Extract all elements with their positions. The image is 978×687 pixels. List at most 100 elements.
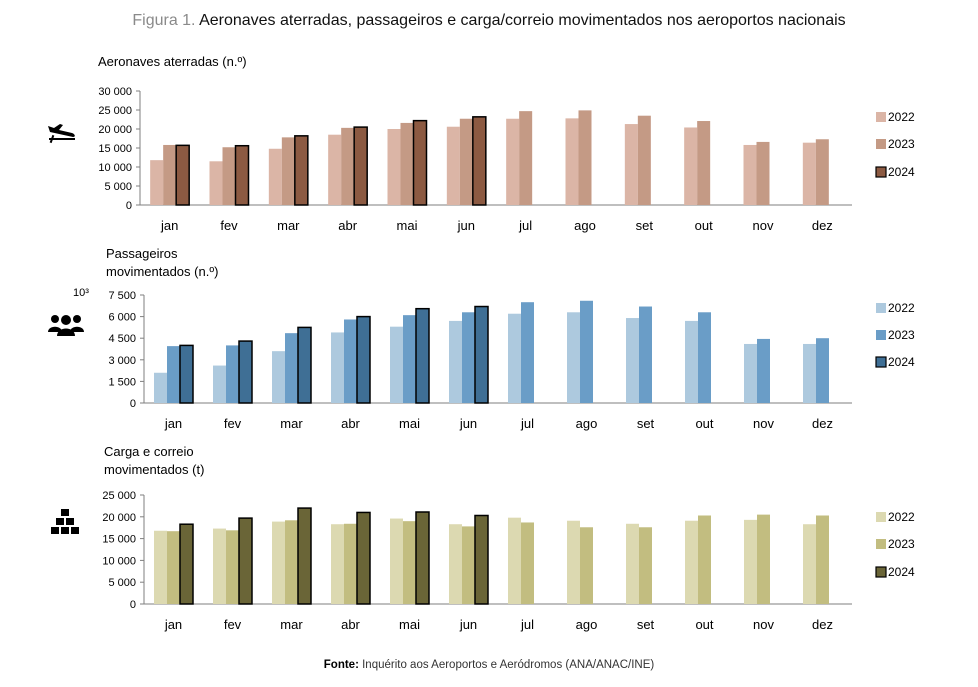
y-tick-label: 20 000 xyxy=(98,124,132,136)
bar-2022-nov xyxy=(743,144,757,205)
x-tick-label: ago xyxy=(574,218,596,233)
bar-2022-jun xyxy=(449,320,462,403)
bar-2023-jul xyxy=(519,111,533,205)
bar-2022-fev xyxy=(213,528,226,604)
bar-2022-fev xyxy=(209,161,223,205)
x-tick-label: jul xyxy=(520,617,534,632)
legend-label: 2023 xyxy=(888,137,915,151)
x-tick-label: jun xyxy=(459,416,477,431)
bar-2022-mar xyxy=(272,521,285,604)
bar-2022-nov xyxy=(744,343,757,403)
bar-2023-jun xyxy=(462,312,475,403)
source-note: Fonte: Inquérito aos Aeroportos e Aeródr… xyxy=(0,659,978,671)
panel-cargo: Carga e correio movimentados (t) 0 5 000 10 … xyxy=(102,444,915,632)
x-tick-label: jan xyxy=(164,617,182,632)
bar-2023-ago xyxy=(578,110,592,205)
legend-label: 2023 xyxy=(888,537,915,551)
bar-2022-dez xyxy=(802,142,816,205)
y-tick-label: 0 xyxy=(130,398,136,410)
legend-label: 2024 xyxy=(888,165,915,179)
x-tick-label: ago xyxy=(576,617,598,632)
legend-swatch-2022 xyxy=(876,303,886,313)
bar-2023-jun xyxy=(462,526,475,604)
bar-2023-mai xyxy=(403,315,416,403)
x-tick-label: mai xyxy=(399,416,420,431)
x-tick-label: jan xyxy=(160,218,178,233)
bar-2023-out xyxy=(697,121,711,205)
legend-swatch-2023 xyxy=(876,139,886,149)
bar-2023-fev xyxy=(226,530,239,604)
x-tick-label: dez xyxy=(812,218,833,233)
legend-swatch-2022 xyxy=(876,512,886,522)
x-tick-label: out xyxy=(695,218,713,233)
bar-2023-out xyxy=(698,312,711,403)
y-tick-label: 5 000 xyxy=(104,181,132,193)
legend-label: 2023 xyxy=(888,328,915,342)
bar-2023-jul xyxy=(521,302,534,403)
bar-2023-nov xyxy=(757,514,770,604)
chart-title-line: movimentados (n.º) xyxy=(106,264,218,279)
y-tick-label: 30 000 xyxy=(98,86,132,98)
bar-2023-nov xyxy=(757,338,770,403)
bar-2023-mai xyxy=(403,521,416,604)
x-tick-label: jan xyxy=(164,416,182,431)
bar-2023-dez xyxy=(816,338,829,403)
x-tick-label: fev xyxy=(224,416,242,431)
x-tick-label: jul xyxy=(520,416,534,431)
bar-2022-fev xyxy=(213,365,226,403)
x-tick-label: jun xyxy=(457,218,475,233)
legend-swatch-2023 xyxy=(876,539,886,549)
bar-2022-ago xyxy=(565,118,579,205)
x-tick-label: mar xyxy=(280,617,303,632)
x-tick-label: nov xyxy=(753,416,774,431)
bar-2024-abr xyxy=(356,315,371,404)
bar-2023-ago xyxy=(580,527,593,604)
bar-2024-fev xyxy=(238,340,253,404)
figure-label: Figura 1. xyxy=(132,12,196,29)
y-tick-label: 4 500 xyxy=(108,333,136,345)
bar-2022-set xyxy=(626,523,639,604)
chart-title-line: Carga e correio xyxy=(104,444,194,459)
bar-2023-mai xyxy=(400,122,414,205)
chart-title-line: Passageiros xyxy=(106,246,178,261)
bar-2023-nov xyxy=(756,141,770,205)
x-tick-label: nov xyxy=(753,617,774,632)
bar-2022-ago xyxy=(567,520,580,604)
bar-2024-fev xyxy=(234,144,250,206)
bar-2023-out xyxy=(698,515,711,604)
bar-2022-ago xyxy=(567,312,580,403)
x-tick-label: dez xyxy=(812,416,833,431)
bar-2024-mai xyxy=(415,511,430,605)
x-tick-label: jul xyxy=(518,218,532,233)
bar-2023-set xyxy=(639,527,652,604)
bar-2023-jan xyxy=(163,144,177,205)
bar-2023-jul xyxy=(521,522,534,604)
legend-swatch-2024 xyxy=(875,166,887,178)
bar-2023-abr xyxy=(344,523,357,604)
bar-2023-jan xyxy=(167,531,180,604)
bar-2022-jan xyxy=(154,530,167,604)
bar-2022-jan xyxy=(154,372,167,403)
legend-swatch-2024 xyxy=(875,356,887,368)
legend-label: 2024 xyxy=(888,565,915,579)
x-tick-label: set xyxy=(636,218,654,233)
y-tick-label: 15 000 xyxy=(102,534,136,546)
bar-2023-mar xyxy=(281,137,295,205)
bar-2023-abr xyxy=(344,319,357,403)
bar-2023-dez xyxy=(815,139,829,205)
x-tick-label: nov xyxy=(753,218,774,233)
bar-2023-ago xyxy=(580,300,593,403)
legend-label: 2022 xyxy=(888,110,915,124)
x-tick-label: mai xyxy=(397,218,418,233)
x-tick-label: jun xyxy=(459,617,477,632)
y-tick-label: 3 000 xyxy=(108,355,136,367)
bar-2024-mai xyxy=(412,119,428,206)
y-tick-label: 15 000 xyxy=(98,143,132,155)
bar-2022-set xyxy=(626,318,639,403)
y-tick-label: 25 000 xyxy=(102,490,136,502)
legend-swatch-2023 xyxy=(876,330,886,340)
y-tick-label: 0 xyxy=(126,200,132,212)
legend-label: 2024 xyxy=(888,355,915,369)
panel-aircraft: Aeronaves aterradas (n.º) 0 5 000 10 000 15 … xyxy=(98,54,915,233)
